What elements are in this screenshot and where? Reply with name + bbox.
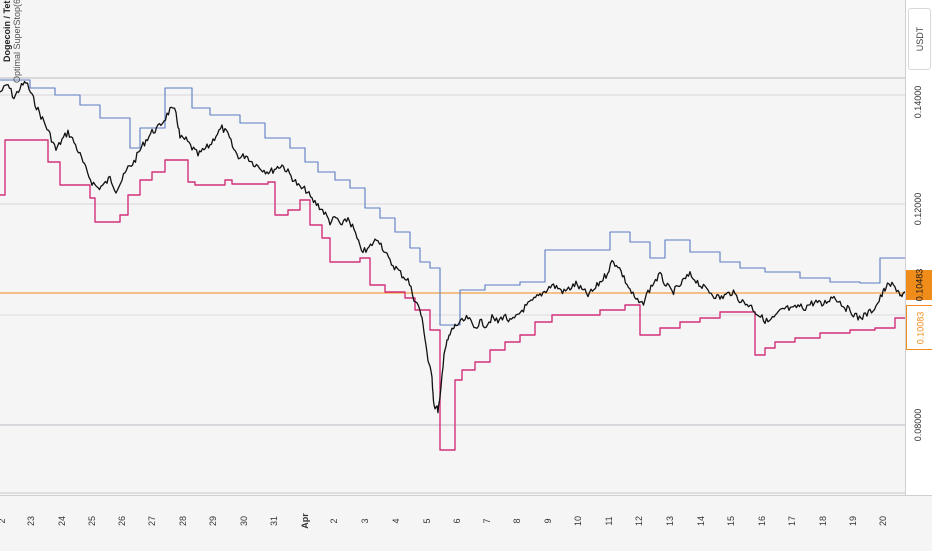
time-tick-label: 2 xyxy=(329,518,339,524)
last-price-tag: 0.10483 xyxy=(906,268,932,302)
time-tick-label: 17 xyxy=(787,516,797,527)
currency-unit-button[interactable]: USDT xyxy=(908,8,931,70)
time-tick-label: 27 xyxy=(147,516,157,527)
time-tick-label: 15 xyxy=(726,516,736,527)
time-tick-label: 19 xyxy=(848,516,858,527)
time-tick-label: 8 xyxy=(512,518,522,524)
time-tick-label: 25 xyxy=(87,516,97,527)
indicator-legend[interactable]: Optimal SuperStop(6,2.51, ) xyxy=(12,0,22,83)
time-tick-label: 10 xyxy=(573,516,583,527)
chart-plot-area[interactable] xyxy=(0,0,906,495)
time-tick-label: 5 xyxy=(422,518,432,524)
symbol-legend[interactable]: Dogecoin / TetherUS PERPETUAL CONTRACT, … xyxy=(2,0,12,62)
lower-stop-line xyxy=(0,139,905,451)
time-tick-label: 13 xyxy=(665,516,675,527)
time-tick-label: 16 xyxy=(757,516,767,527)
time-tick-label: 12 xyxy=(634,516,644,527)
last-price-value: 0.10483 xyxy=(914,268,925,302)
time-axis[interactable] xyxy=(0,495,932,551)
time-tick-label: Apr xyxy=(300,513,310,529)
stop-price-tag: 0.10083 xyxy=(906,305,932,350)
time-tick-label: 29 xyxy=(208,516,218,527)
price-chart[interactable] xyxy=(0,0,906,495)
time-tick-label: 20 xyxy=(878,516,888,527)
time-tick-label: 7 xyxy=(482,518,492,524)
indicator-title: Optimal SuperStop(6,2.51, ) xyxy=(12,0,22,83)
price-axis[interactable] xyxy=(905,0,932,495)
time-tick-label: 3 xyxy=(360,518,370,524)
time-tick-label: 18 xyxy=(818,516,828,527)
time-tick-label: 4 xyxy=(391,518,401,524)
price-tick-label: 0.14000 xyxy=(913,85,923,119)
time-tick-label: 23 xyxy=(26,516,36,527)
time-tick-label: 11 xyxy=(604,516,614,526)
symbol-title: Dogecoin / TetherUS PERPETUAL CONTRACT, … xyxy=(2,0,12,62)
time-tick-label: 26 xyxy=(117,516,127,527)
time-tick-label: 24 xyxy=(57,516,67,527)
price-tick-label: 0.08000 xyxy=(913,408,923,442)
stop-price-value: 0.10083 xyxy=(915,311,926,344)
time-tick-label: 9 xyxy=(543,518,553,524)
currency-unit-label: USDT xyxy=(915,26,925,52)
price-line xyxy=(0,80,906,414)
price-tick-label: 0.12000 xyxy=(913,192,923,226)
time-tick-label: 28 xyxy=(178,516,188,527)
time-tick-label: 14 xyxy=(696,516,706,527)
time-tick-label: 6 xyxy=(452,518,462,524)
upper-stop-line xyxy=(0,79,905,326)
time-tick-label: 30 xyxy=(239,516,249,527)
time-tick-label: 2 xyxy=(0,500,8,546)
time-tick-label: 31 xyxy=(269,516,279,527)
